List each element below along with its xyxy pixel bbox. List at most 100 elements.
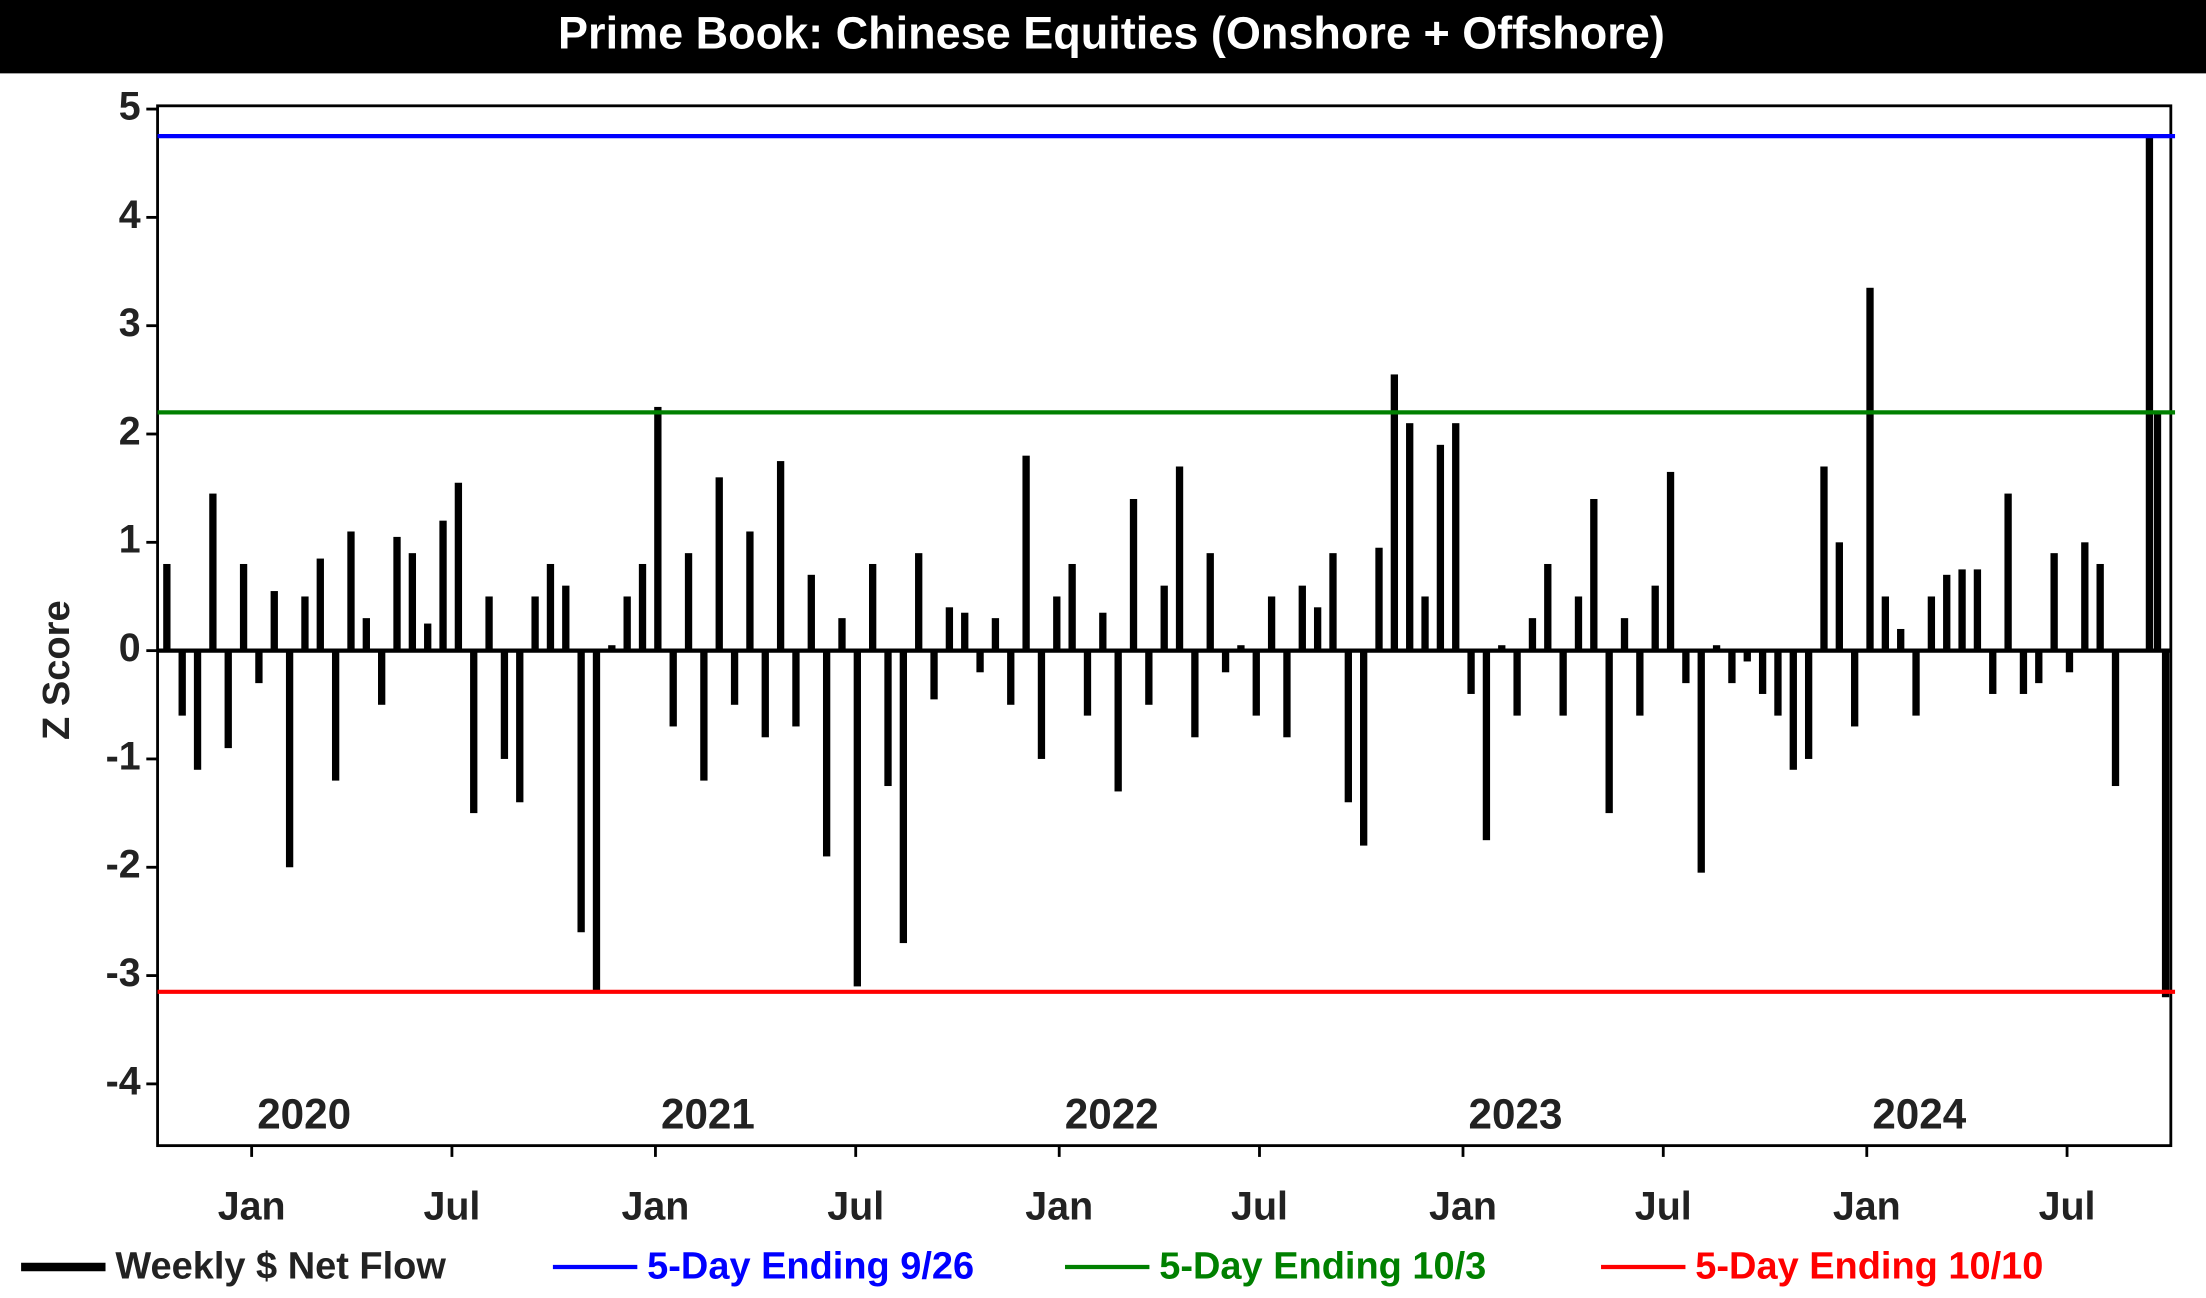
bar (239, 563, 248, 651)
bar (1237, 645, 1245, 651)
bar (1743, 650, 1751, 662)
bar (608, 645, 616, 651)
bar (1145, 650, 1153, 705)
bar (2081, 542, 2089, 651)
x-tick-label: Jul (1635, 1185, 1692, 1229)
bar (1406, 423, 1414, 651)
bar (899, 650, 908, 944)
bar (991, 618, 1000, 651)
bar (715, 477, 723, 651)
bar (822, 650, 831, 857)
bar (163, 563, 171, 651)
bar (2153, 412, 2162, 651)
bar (2019, 650, 2028, 694)
y-tick-label: 0 (119, 626, 141, 670)
bar (1114, 650, 1122, 792)
bar (1728, 650, 1736, 684)
bar (669, 650, 677, 727)
y-tick-label: 2 (119, 409, 141, 453)
bar (2096, 563, 2104, 651)
bar (1851, 650, 1859, 727)
bar (1912, 650, 1920, 716)
year-label: 2020 (257, 1091, 351, 1138)
bar (930, 650, 938, 700)
y-tick-label: -3 (106, 951, 141, 995)
bar (700, 650, 708, 781)
bar (1973, 569, 1982, 651)
bar (1620, 618, 1629, 651)
bar (301, 596, 309, 651)
bar (439, 520, 447, 651)
x-tick-label: Jan (218, 1185, 286, 1229)
bar (1022, 455, 1030, 651)
bar (1083, 650, 1092, 716)
bar (1206, 553, 1214, 651)
bar (178, 650, 186, 716)
bar (1958, 569, 1966, 651)
legend-label: 5-Day Ending 9/26 (647, 1245, 974, 1287)
y-tick-label: 4 (119, 193, 141, 237)
bar (1881, 596, 1890, 651)
bar (1605, 650, 1613, 814)
bar (961, 612, 969, 651)
bar (1820, 466, 1828, 651)
bar (2004, 493, 2012, 651)
bar (684, 553, 693, 651)
bar (807, 574, 815, 651)
bar (2035, 650, 2043, 684)
x-tick-label: Jan (1833, 1185, 1901, 1229)
y-tick-label: 3 (119, 301, 141, 345)
bar (2145, 136, 2154, 651)
bar (1467, 650, 1475, 694)
bar (1160, 585, 1168, 651)
bar (1835, 542, 1843, 651)
bar (1774, 650, 1782, 716)
bar (976, 650, 984, 673)
bar (1344, 650, 1352, 803)
bar (1267, 596, 1276, 651)
year-label: 2023 (1469, 1091, 1563, 1138)
title-bar (0, 0, 2206, 74)
bar (869, 563, 877, 651)
y-tick-label: -1 (106, 734, 141, 778)
bar (255, 650, 263, 684)
bar (838, 618, 846, 651)
x-tick-label: Jul (1231, 1185, 1288, 1229)
bar (1037, 650, 1046, 759)
bar (1559, 650, 1567, 716)
bar (454, 482, 463, 651)
bar (331, 650, 340, 781)
bar (1528, 618, 1537, 651)
bar (516, 650, 524, 803)
plot-frame (156, 104, 2173, 1148)
bar (853, 650, 861, 987)
x-tick-label: Jan (1025, 1185, 1093, 1229)
bar (531, 596, 539, 651)
y-tick-label: -2 (106, 843, 141, 887)
bar (638, 563, 647, 651)
bar (1191, 650, 1199, 738)
bar (1313, 607, 1322, 651)
bar (485, 596, 493, 651)
bar (1666, 471, 1675, 651)
bar (1544, 563, 1552, 651)
x-tick-label: Jul (2039, 1185, 2096, 1229)
chart-title: Prime Book: Chinese Equities (Onshore + … (558, 8, 1665, 59)
bar (316, 558, 324, 651)
y-axis-label: Z Score (36, 600, 78, 740)
bar (2050, 553, 2058, 651)
bar (1007, 650, 1015, 705)
legend-label: 5-Day Ending 10/3 (1159, 1245, 1486, 1287)
bar (1697, 650, 1705, 873)
bar (362, 618, 370, 651)
bar (761, 650, 769, 738)
bar (1099, 612, 1107, 651)
bar (1129, 498, 1138, 651)
bar (792, 650, 800, 727)
bar (2111, 650, 2120, 787)
bar (546, 563, 555, 651)
bar (1068, 563, 1076, 651)
bar (776, 461, 785, 651)
